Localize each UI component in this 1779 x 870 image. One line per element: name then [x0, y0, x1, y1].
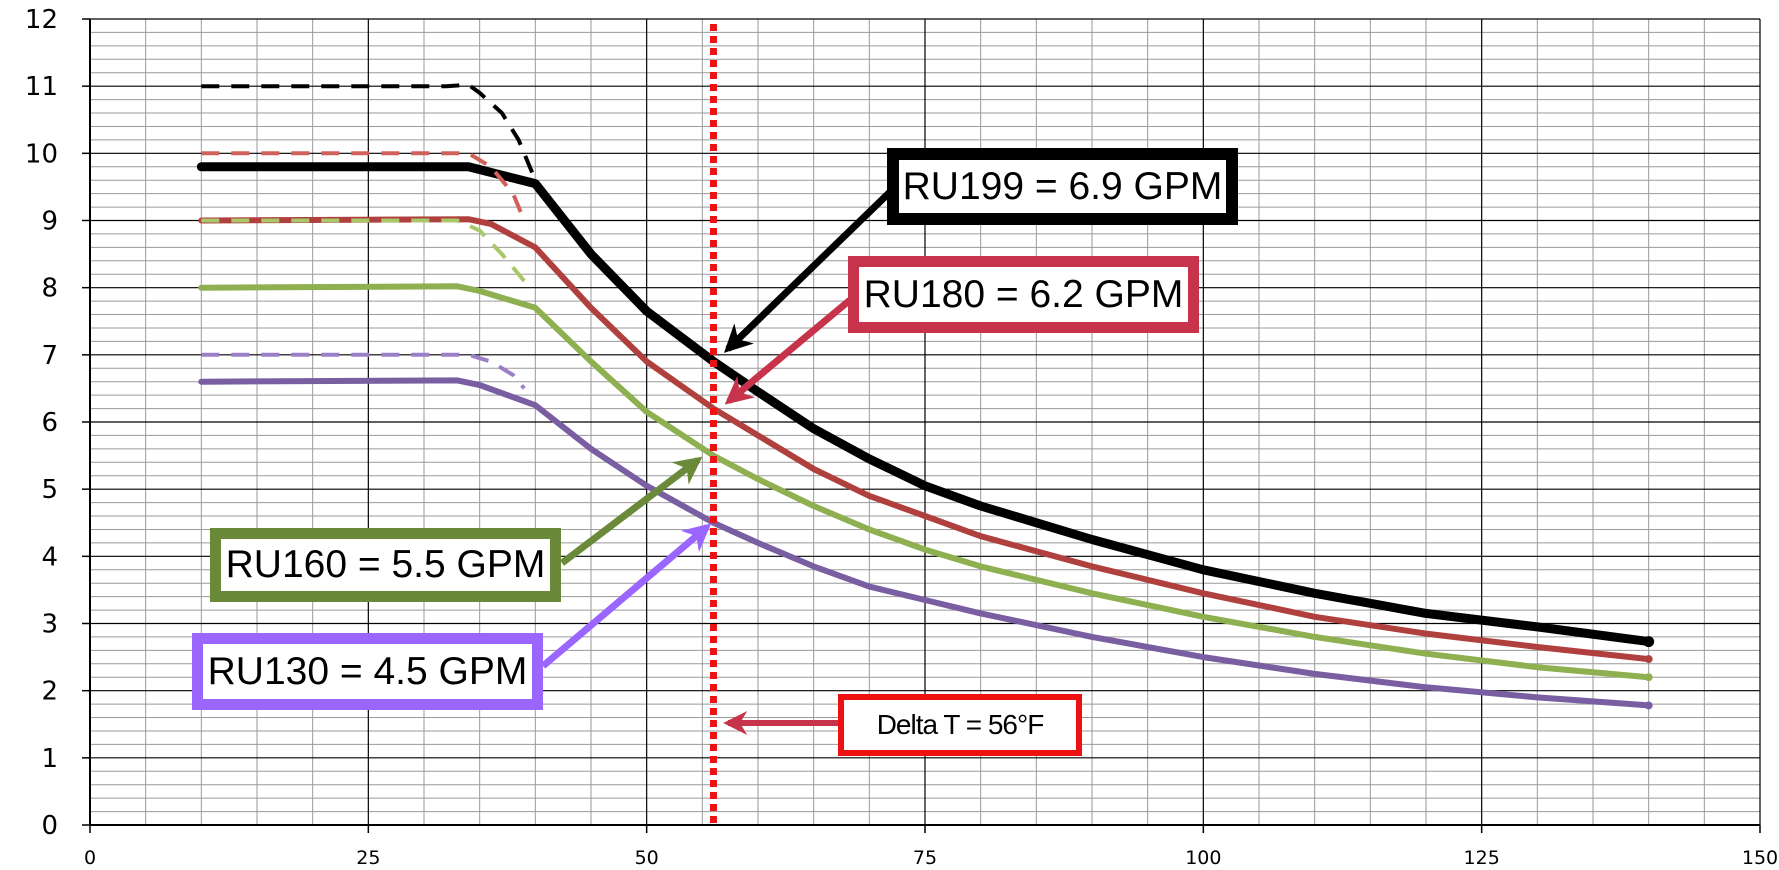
x-tick-label: 125 — [1464, 847, 1500, 869]
arrow-ru130 — [540, 523, 712, 669]
y-tick-label: 6 — [41, 408, 58, 438]
y-tick-label: 4 — [41, 542, 58, 572]
series-end-point — [1643, 636, 1655, 648]
y-tick-label: 7 — [41, 341, 58, 371]
x-tick-label: 75 — [913, 847, 937, 869]
y-tick-label: 10 — [25, 139, 58, 169]
series-dashed-4 — [201, 82, 538, 181]
arrow-ru180 — [724, 297, 853, 405]
annotation-arrows — [540, 187, 895, 735]
y-tick-label: 5 — [41, 475, 58, 505]
series-solid-1 — [198, 216, 1652, 663]
series-solid-2 — [198, 283, 1652, 681]
callout-delta-t: Delta T = 56°F — [838, 694, 1082, 756]
y-tick-label: 1 — [41, 744, 58, 774]
x-tick-label: 50 — [635, 847, 659, 869]
y-tick-label: 11 — [25, 72, 58, 102]
y-tick-label: 12 — [25, 5, 58, 35]
series-end-point — [1644, 673, 1653, 682]
x-tick-label: 25 — [356, 847, 380, 869]
x-tick-label: 0 — [84, 847, 96, 869]
y-tick-label: 3 — [41, 610, 58, 640]
callout-ru160: RU160 = 5.5 GPM — [210, 528, 561, 602]
series-end-point — [1644, 655, 1653, 664]
y-tick-label: 0 — [41, 811, 58, 841]
y-tick-label: 9 — [41, 207, 58, 237]
series-dashed-6 — [201, 218, 526, 283]
y-tick-label: 8 — [41, 274, 58, 304]
callout-ru180: RU180 = 6.2 GPM — [848, 256, 1199, 333]
y-tick-label: 2 — [41, 677, 58, 707]
callout-ru199: RU199 = 6.9 GPM — [887, 148, 1238, 225]
series-layer — [196, 82, 1655, 710]
arrow-ru160 — [559, 456, 703, 566]
arrow-ru199 — [723, 187, 895, 353]
series-dashed-5 — [201, 151, 527, 222]
series-solid-3 — [198, 377, 1652, 709]
x-tick-label: 100 — [1185, 847, 1221, 869]
series-end-point — [1644, 701, 1653, 710]
x-tick-label: 150 — [1742, 847, 1778, 869]
callout-ru130: RU130 = 4.5 GPM — [192, 633, 543, 710]
series-solid-0 — [196, 162, 1654, 647]
axes — [82, 18, 1761, 833]
